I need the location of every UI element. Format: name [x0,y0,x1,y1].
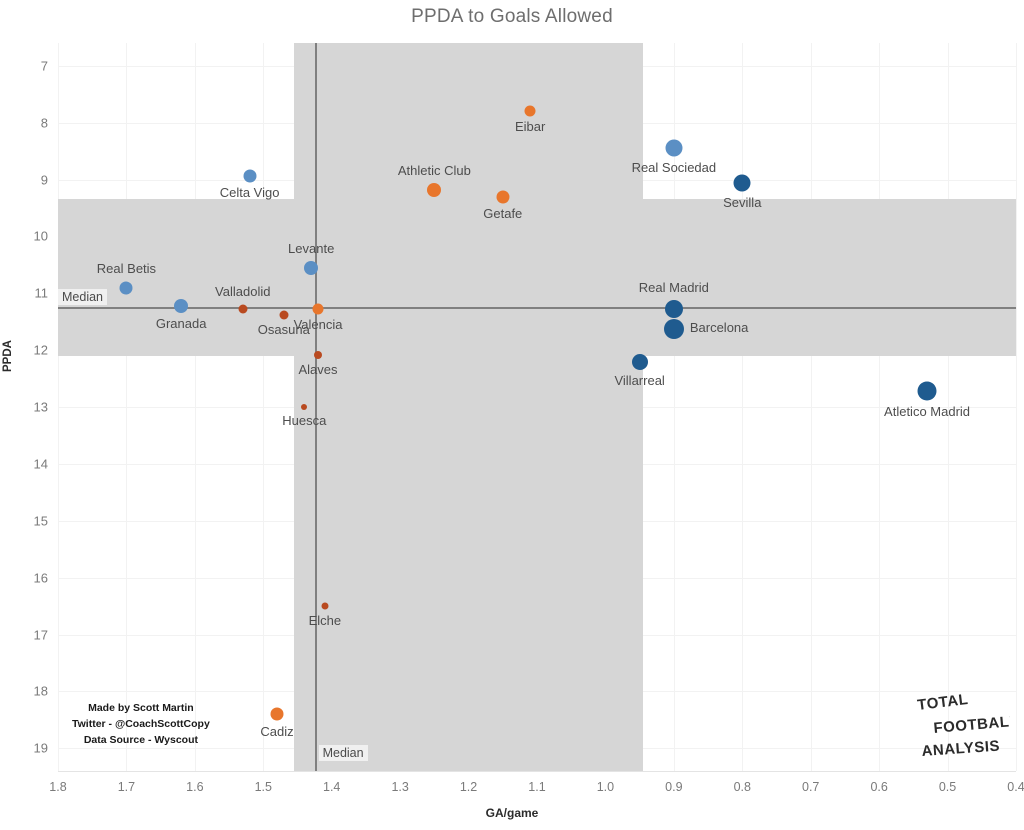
svg-text:ANALYSIS: ANALYSIS [921,738,1000,760]
data-point-label: Real Madrid [638,279,709,295]
data-point[interactable] [312,303,324,315]
credits-twitter: Twitter - @CoachScottCopy [72,718,210,730]
y-tick-label: 16 [33,570,48,586]
data-point[interactable] [279,310,289,320]
data-point-label: Cadiz [260,723,294,739]
y-tick-label: 12 [33,342,48,358]
data-point-label: Getafe [483,206,523,222]
y-tick-label: 7 [40,58,48,74]
data-point-label: Real Betis [96,261,157,277]
data-point[interactable] [733,174,751,192]
median-band-vertical [294,43,644,771]
data-point-label: Levante [288,240,335,256]
y-tick-label: 13 [33,399,48,415]
x-tick-label: 1.3 [391,780,409,794]
data-point[interactable] [524,105,536,117]
y-tick-label: 15 [33,513,48,529]
svg-text:FOOTBALL: FOOTBALL [933,713,1010,737]
data-point-label: Osasuna [257,322,310,338]
data-point-label: Real Sociedad [631,159,717,175]
data-point[interactable] [631,353,648,370]
median-line-vertical [314,43,317,771]
x-tick-label: 1.1 [528,780,546,794]
data-point-label: Huesca [282,413,327,428]
x-tick-label: 1.2 [459,780,478,794]
x-tick-label: 1.0 [596,780,615,794]
page-title: PPDA to Goals Allowed [411,6,613,27]
x-tick-label: 1.5 [254,780,272,794]
data-point[interactable] [301,404,308,410]
data-point[interactable] [321,602,329,610]
gridline-vertical [263,43,265,771]
data-point-label: Granada [155,315,207,331]
credits-source: Data Source - Wyscout [83,734,198,746]
y-tick-label: 18 [33,683,48,699]
x-tick-label: 1.6 [186,780,204,794]
data-point-label: Valladolid [215,284,271,300]
x-axis-title: GA/game [485,806,539,820]
data-point[interactable] [314,350,323,359]
plot-area: Median Median Eibar Real Sociedad Athletic … [58,43,1017,771]
data-point[interactable] [665,139,683,157]
data-point[interactable] [270,707,284,721]
x-axis-line [58,771,1016,772]
x-tick-label: 0.6 [870,780,888,794]
data-point[interactable] [664,299,683,318]
gridline-vertical [742,43,744,771]
y-tick-label: 9 [40,172,48,187]
data-point-label: Athletic Club [397,162,471,178]
x-tick-label: 1.8 [49,780,67,794]
gridline-vertical [1016,43,1017,771]
x-tick-label: 0.5 [938,780,957,794]
data-point[interactable] [917,381,937,401]
data-point-label: Atletico Madrid [884,403,971,419]
gridline-vertical [673,43,675,771]
gridline-vertical [947,43,949,771]
data-point-label: Celta Vigo [219,185,280,201]
x-tick-label: 1.7 [117,780,136,794]
gridline-vertical [194,43,196,771]
svg-text:TOTAL: TOTAL [916,691,969,714]
y-tick-label: 8 [40,115,48,131]
data-point-label: Villarreal [614,372,665,388]
y-tick-label: 19 [33,740,48,756]
data-point[interactable] [174,298,189,313]
total-football-analysis-logo: TOTAL FOOTBALL ANALYSIS [910,688,1010,768]
median-line-horizontal [58,307,1016,310]
data-point[interactable] [427,182,442,197]
median-label-horizontal: Median [58,289,107,306]
y-tick-label: 11 [34,285,49,301]
credits-author: Made by Scott Martin [88,702,194,714]
credits-block: Made by Scott Martin Twitter - @CoachSco… [72,700,210,748]
data-point[interactable] [243,169,257,183]
data-point[interactable] [119,281,133,295]
data-point[interactable] [304,260,319,275]
data-point-label: Valencia [293,317,343,333]
y-axis-title: PPDA [2,340,14,372]
x-tick-label: 0.8 [733,780,751,794]
data-point-label: Sevilla [723,194,762,210]
y-tick-label: 14 [33,456,48,472]
median-band-horizontal [58,199,1016,356]
x-tick-label: 1.4 [323,780,341,794]
median-label-vertical: Median [318,745,368,761]
gridline-vertical [58,43,59,771]
data-point-label: Eibar [514,119,546,135]
x-tick-label: 0.9 [665,780,683,794]
x-tick-label: 0.7 [802,780,820,794]
gridline-vertical [126,43,128,771]
data-point[interactable] [238,304,248,314]
data-point[interactable] [496,190,510,204]
data-point-label: Barcelona [689,319,749,335]
data-point-label: Alaves [298,361,338,377]
gridline-vertical [879,43,881,771]
y-tick-label: 10 [33,228,48,244]
gridline-vertical [810,43,812,771]
x-tick-label: 0.4 [1007,780,1024,794]
data-point-label: Elche [308,612,342,628]
data-point[interactable] [663,318,684,339]
y-tick-label: 17 [33,627,48,642]
